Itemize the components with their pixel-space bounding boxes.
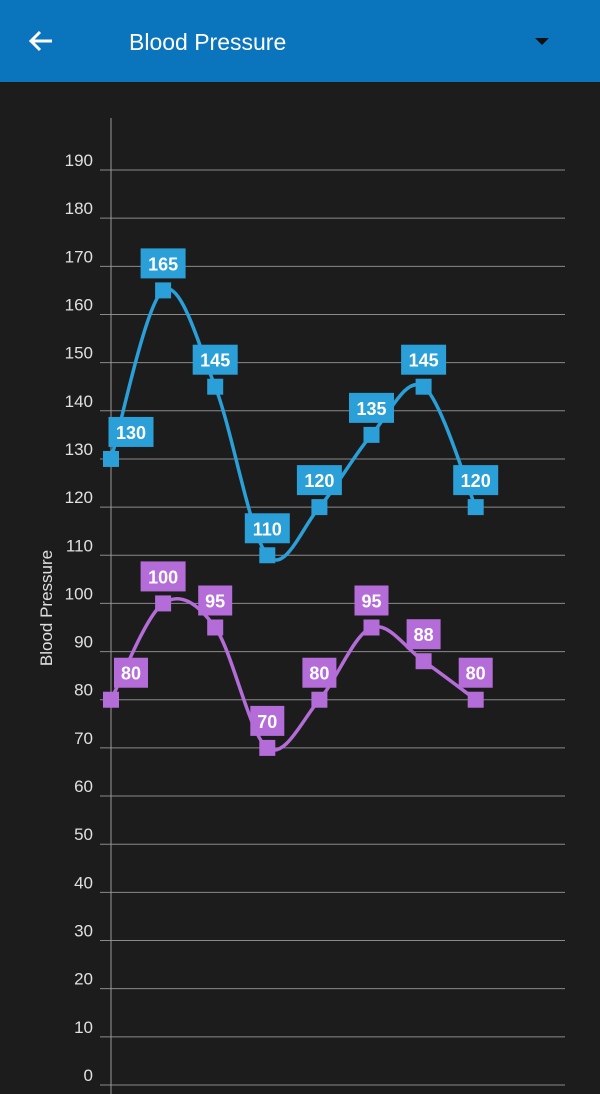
y-tick-label: 180 (65, 199, 93, 218)
data-point (207, 619, 224, 636)
data-label: 110 (253, 519, 282, 539)
data-label: 95 (205, 592, 225, 612)
data-label-box (192, 344, 238, 375)
data-point (415, 378, 432, 395)
dropdown-caret-icon[interactable] (535, 38, 549, 45)
data-label: 80 (121, 664, 141, 684)
app-bar: Blood Pressure (0, 0, 600, 82)
data-point (363, 619, 380, 636)
data-label-box (140, 561, 186, 592)
data-label: 100 (148, 567, 178, 587)
data-label: 70 (257, 712, 277, 732)
data-label: 130 (116, 423, 146, 443)
y-tick-label: 50 (74, 825, 93, 844)
y-tick-label: 130 (65, 440, 93, 459)
data-label-box (250, 705, 285, 736)
y-tick-label: 20 (74, 970, 93, 989)
data-label: 120 (461, 471, 491, 491)
data-point (207, 378, 224, 395)
y-tick-label: 140 (65, 392, 93, 411)
data-label: 135 (356, 399, 386, 419)
data-label-box (349, 392, 394, 423)
data-label: 80 (309, 664, 329, 684)
data-label: 120 (304, 471, 334, 491)
y-tick-label: 60 (74, 777, 93, 796)
page-title: Blood Pressure (129, 29, 287, 55)
y-tick-label: 30 (74, 922, 93, 941)
data-label-box (108, 416, 154, 447)
data-label-box (198, 585, 233, 616)
data-label-box (296, 465, 342, 496)
data-point (363, 426, 380, 443)
y-tick-label: 0 (84, 1066, 93, 1085)
arrow-left-icon[interactable] (26, 26, 56, 56)
y-tick-label: 80 (74, 681, 93, 700)
data-point (103, 450, 119, 467)
y-axis-label: Blood Pressure (37, 550, 56, 666)
data-point (467, 499, 484, 516)
data-label-box (114, 657, 148, 688)
y-tick-label: 110 (66, 536, 93, 555)
y-tick-label: 10 (74, 1018, 93, 1037)
y-tick-label: 70 (74, 729, 93, 748)
data-point (259, 547, 276, 564)
data-label-box (354, 585, 389, 616)
y-tick-label: 90 (74, 633, 93, 652)
data-label-box (406, 619, 441, 650)
data-point (155, 595, 172, 612)
data-point (311, 499, 328, 516)
series-line (109, 287, 478, 562)
data-label-box (453, 465, 499, 496)
data-label-box (140, 248, 186, 279)
y-tick-label: 40 (74, 873, 93, 892)
data-label: 80 (466, 664, 486, 684)
y-tick-label: 170 (65, 247, 93, 266)
data-point (259, 739, 276, 756)
data-label-box (458, 657, 493, 688)
data-point (311, 691, 328, 708)
blood-pressure-chart: Blood Pressure 0 10 20 30 40 50 60 70 80 90 100 110… (37, 118, 565, 1094)
data-point (467, 691, 484, 708)
y-tick-label: 120 (65, 488, 93, 507)
data-label: 88 (414, 625, 434, 645)
data-label-box (244, 513, 290, 544)
data-label: 145 (409, 351, 439, 371)
y-tick-label: 100 (65, 584, 93, 603)
data-point (415, 653, 432, 670)
y-tick-label: 190 (65, 151, 93, 170)
data-point (103, 691, 119, 708)
data-point (155, 282, 172, 299)
data-label: 165 (148, 254, 178, 274)
data-label: 145 (200, 351, 230, 371)
y-tick-label: 150 (65, 344, 93, 363)
y-tick-label: 160 (65, 295, 93, 314)
data-label: 95 (361, 592, 381, 612)
data-label-box (302, 657, 337, 688)
data-label-box (401, 344, 447, 375)
